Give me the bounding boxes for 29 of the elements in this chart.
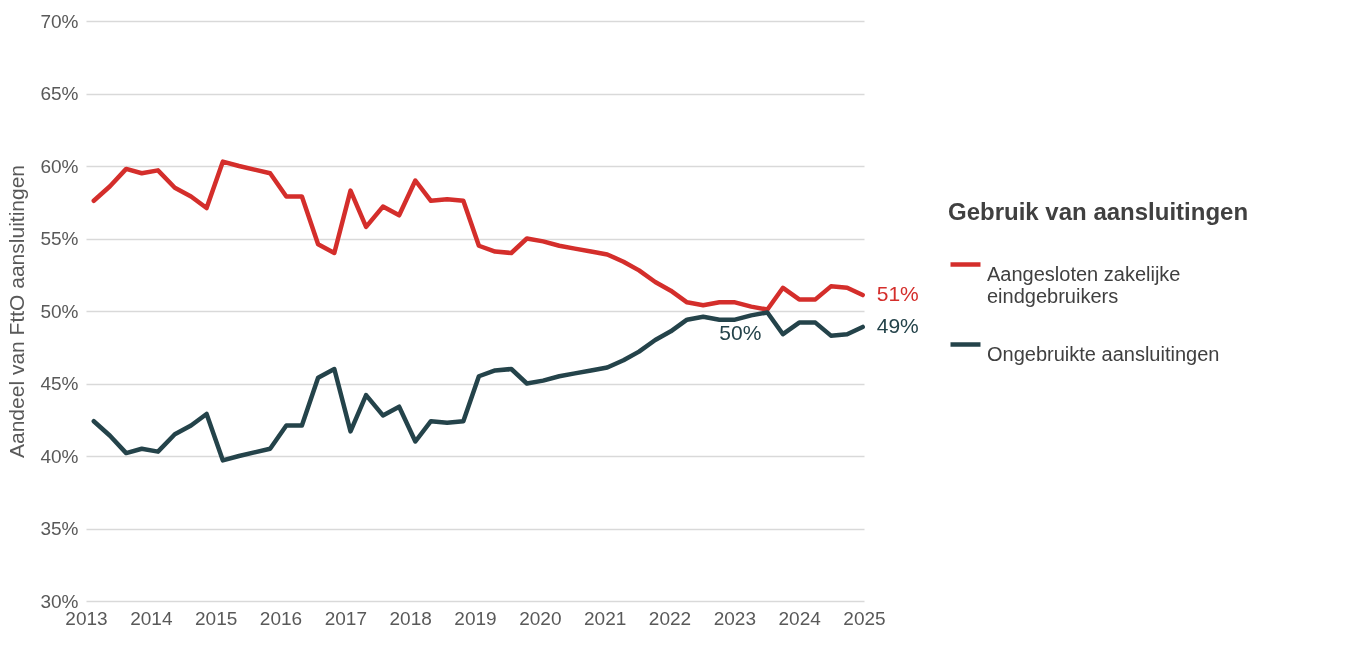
y-tick-label: 60% — [40, 155, 79, 177]
y-tick-label: 55% — [40, 228, 79, 249]
data-label: 51% — [876, 282, 919, 306]
x-tick-label: 2016 — [259, 607, 303, 629]
legend-title: Gebruik van aansluitingen — [948, 198, 1249, 225]
x-tick-label: 2017 — [324, 607, 367, 629]
x-tick-label: 2022 — [648, 607, 692, 629]
legend-label: Aangesloten zakelijke eindgebruikers — [987, 262, 1181, 307]
y-tick-label: 50% — [40, 300, 79, 322]
y-tick-label: 65% — [40, 83, 79, 104]
x-tick-label: 2019 — [454, 607, 497, 629]
x-tick-label: 2023 — [713, 607, 756, 629]
y-tick-label: 35% — [40, 518, 79, 539]
y-tick-label: 45% — [40, 373, 79, 394]
data-label: 50% — [719, 321, 762, 345]
x-tick-label: 2024 — [778, 607, 822, 629]
x-tick-label: 2015 — [195, 607, 238, 629]
y-tick-label: 40% — [40, 445, 79, 467]
x-tick-label: 2025 — [843, 607, 886, 629]
data-label: 49% — [876, 313, 919, 337]
legend-label: Ongebruikte aansluitingen — [987, 342, 1220, 365]
x-tick-label: 2021 — [584, 607, 627, 629]
x-tick-label: 2020 — [519, 607, 562, 629]
line-series — [91, 159, 865, 312]
x-tick-label: 2018 — [389, 607, 432, 629]
x-tick-label: 2014 — [130, 607, 173, 629]
y-axis-title: Aandeel van FttO aansluitingen — [5, 164, 29, 459]
y-tick-label: 70% — [40, 10, 79, 32]
line-series — [91, 310, 865, 463]
